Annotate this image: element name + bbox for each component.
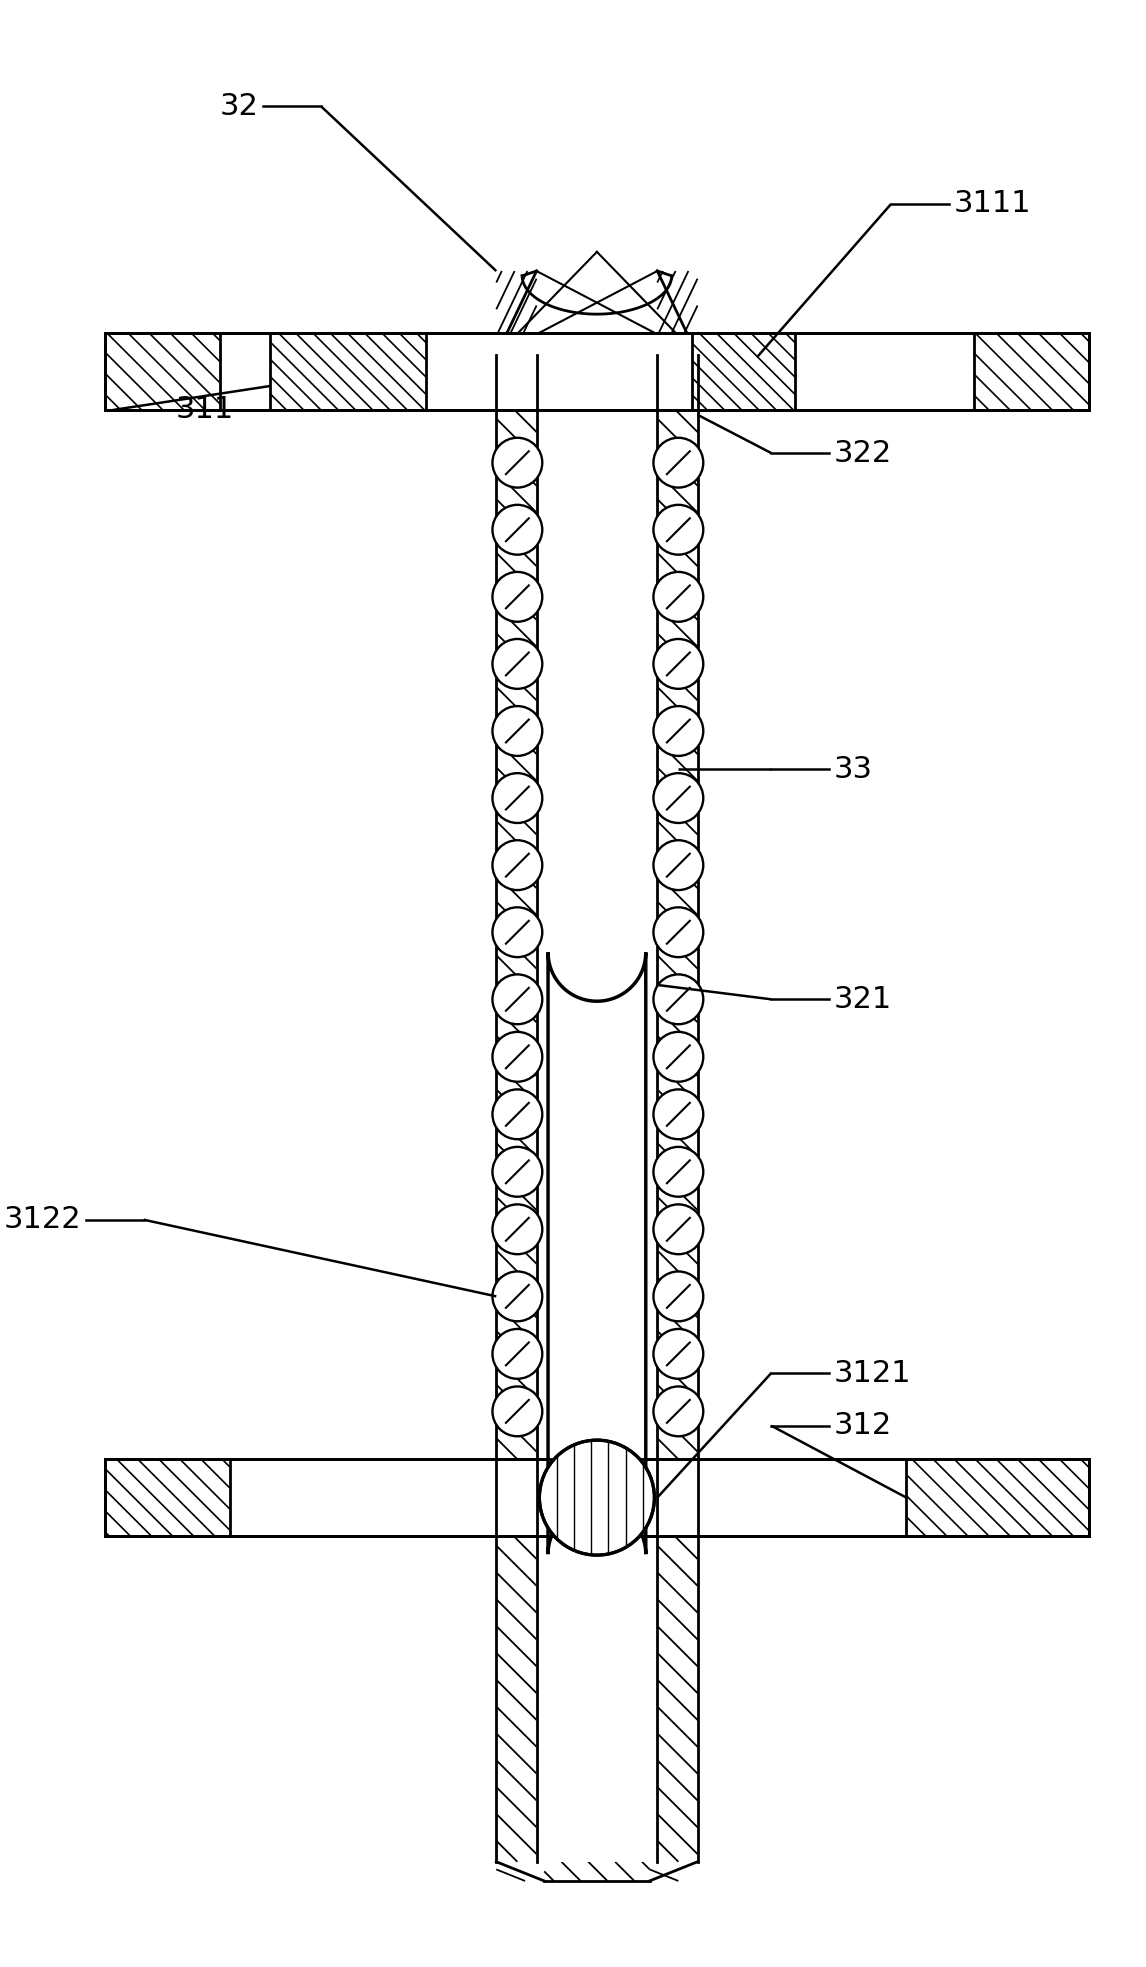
Circle shape bbox=[493, 1033, 542, 1082]
Circle shape bbox=[493, 439, 542, 488]
Circle shape bbox=[493, 907, 542, 958]
Bar bbox=[270, 332, 426, 409]
Circle shape bbox=[653, 706, 704, 755]
Bar bbox=[105, 1460, 1089, 1536]
Circle shape bbox=[653, 1147, 704, 1196]
Bar bbox=[105, 332, 1089, 409]
Circle shape bbox=[653, 1204, 704, 1255]
Circle shape bbox=[493, 1090, 542, 1139]
Text: 3122: 3122 bbox=[3, 1206, 81, 1233]
Circle shape bbox=[493, 1204, 542, 1255]
Circle shape bbox=[653, 840, 704, 891]
Circle shape bbox=[493, 1330, 542, 1379]
Circle shape bbox=[493, 1271, 542, 1322]
Bar bbox=[536, 356, 658, 1861]
Text: 33: 33 bbox=[833, 755, 872, 783]
Text: 312: 312 bbox=[833, 1410, 892, 1440]
Bar bbox=[692, 332, 795, 409]
Circle shape bbox=[653, 439, 704, 488]
Bar bbox=[105, 1460, 230, 1536]
Text: 32: 32 bbox=[220, 92, 259, 120]
Polygon shape bbox=[548, 952, 646, 1554]
Text: 322: 322 bbox=[833, 439, 892, 468]
Circle shape bbox=[493, 840, 542, 891]
Circle shape bbox=[493, 1147, 542, 1196]
Circle shape bbox=[493, 506, 542, 555]
Circle shape bbox=[653, 1033, 704, 1082]
Text: 3111: 3111 bbox=[953, 189, 1031, 218]
Circle shape bbox=[653, 1090, 704, 1139]
Circle shape bbox=[653, 639, 704, 688]
Text: 3121: 3121 bbox=[833, 1359, 911, 1387]
Circle shape bbox=[653, 1330, 704, 1379]
Bar bbox=[973, 332, 1089, 409]
Circle shape bbox=[493, 706, 542, 755]
Circle shape bbox=[653, 1387, 704, 1436]
Circle shape bbox=[540, 1440, 654, 1556]
Circle shape bbox=[493, 1387, 542, 1436]
Circle shape bbox=[493, 974, 542, 1025]
Circle shape bbox=[653, 506, 704, 555]
Bar bbox=[906, 1460, 1089, 1536]
Circle shape bbox=[653, 572, 704, 622]
Bar bbox=[105, 332, 220, 409]
Circle shape bbox=[493, 639, 542, 688]
Circle shape bbox=[653, 773, 704, 822]
Text: 311: 311 bbox=[175, 395, 234, 425]
Circle shape bbox=[493, 773, 542, 822]
Circle shape bbox=[653, 907, 704, 958]
Circle shape bbox=[653, 1271, 704, 1322]
Circle shape bbox=[493, 572, 542, 622]
Circle shape bbox=[653, 974, 704, 1025]
Text: 321: 321 bbox=[833, 985, 892, 1013]
